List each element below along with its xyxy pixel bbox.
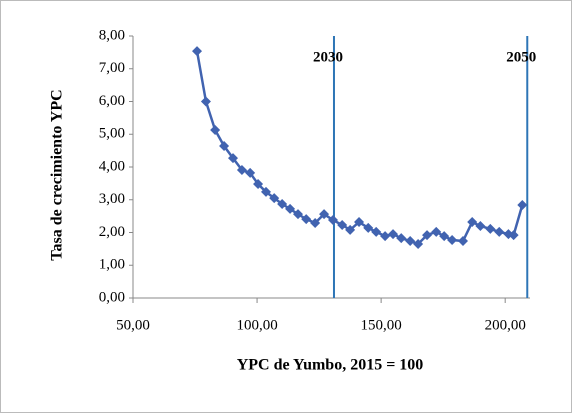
x-tick-label: 200,00: [485, 317, 526, 333]
data-point: [260, 186, 271, 197]
x-tick-label: 100,00: [236, 317, 277, 333]
y-tick-label: 7,00: [99, 60, 125, 76]
data-point: [327, 215, 338, 226]
data-point: [277, 199, 288, 210]
data-point: [431, 226, 442, 237]
data-point: [301, 214, 312, 225]
data-point: [192, 46, 203, 57]
data-point: [227, 153, 238, 164]
y-tick-label: 3,00: [99, 191, 125, 207]
x-axis-label: YPC de Yumbo, 2015 = 100: [237, 357, 424, 374]
y-axis-label: Tasa de crecimiento YPC: [49, 89, 66, 260]
data-point: [345, 224, 356, 235]
data-point: [447, 235, 458, 246]
data-point: [458, 236, 469, 247]
y-tick-label: 2,00: [99, 224, 125, 240]
data-point: [422, 230, 433, 241]
y-tick-label: 5,00: [99, 126, 125, 142]
y-tick-label: 8,00: [99, 27, 125, 43]
data-point: [485, 223, 496, 234]
data-point: [475, 220, 486, 231]
data-point: [269, 193, 280, 204]
reference-label: 2030: [313, 49, 343, 65]
x-tick-label: 150,00: [361, 317, 402, 333]
data-point: [319, 209, 330, 220]
data-point: [253, 179, 264, 190]
data-point: [396, 233, 407, 244]
data-point: [388, 229, 399, 240]
data-point: [494, 226, 505, 237]
data-point: [508, 230, 519, 241]
data-point: [405, 236, 416, 247]
data-point: [200, 96, 211, 107]
data-point: [285, 203, 296, 214]
data-point: [380, 231, 391, 242]
data-point: [439, 231, 450, 242]
y-tick-label: 1,00: [99, 257, 125, 273]
data-point: [210, 124, 221, 135]
data-point: [219, 141, 230, 152]
data-point: [467, 217, 478, 228]
data-point: [363, 222, 374, 233]
y-tick-label: 4,00: [99, 158, 125, 174]
y-tick-label: 6,00: [99, 93, 125, 109]
x-tick-label: 50,00: [116, 317, 150, 333]
data-point: [413, 238, 424, 249]
data-point: [245, 167, 256, 178]
data-point: [371, 226, 382, 237]
data-point: [517, 199, 528, 210]
data-point: [503, 229, 514, 240]
y-tick-label: 0,00: [99, 289, 125, 305]
data-point: [236, 164, 247, 175]
data-point: [354, 217, 365, 228]
reference-label: 2050: [506, 49, 536, 65]
data-point: [337, 219, 348, 230]
data-point: [310, 218, 321, 229]
data-point: [293, 209, 304, 220]
